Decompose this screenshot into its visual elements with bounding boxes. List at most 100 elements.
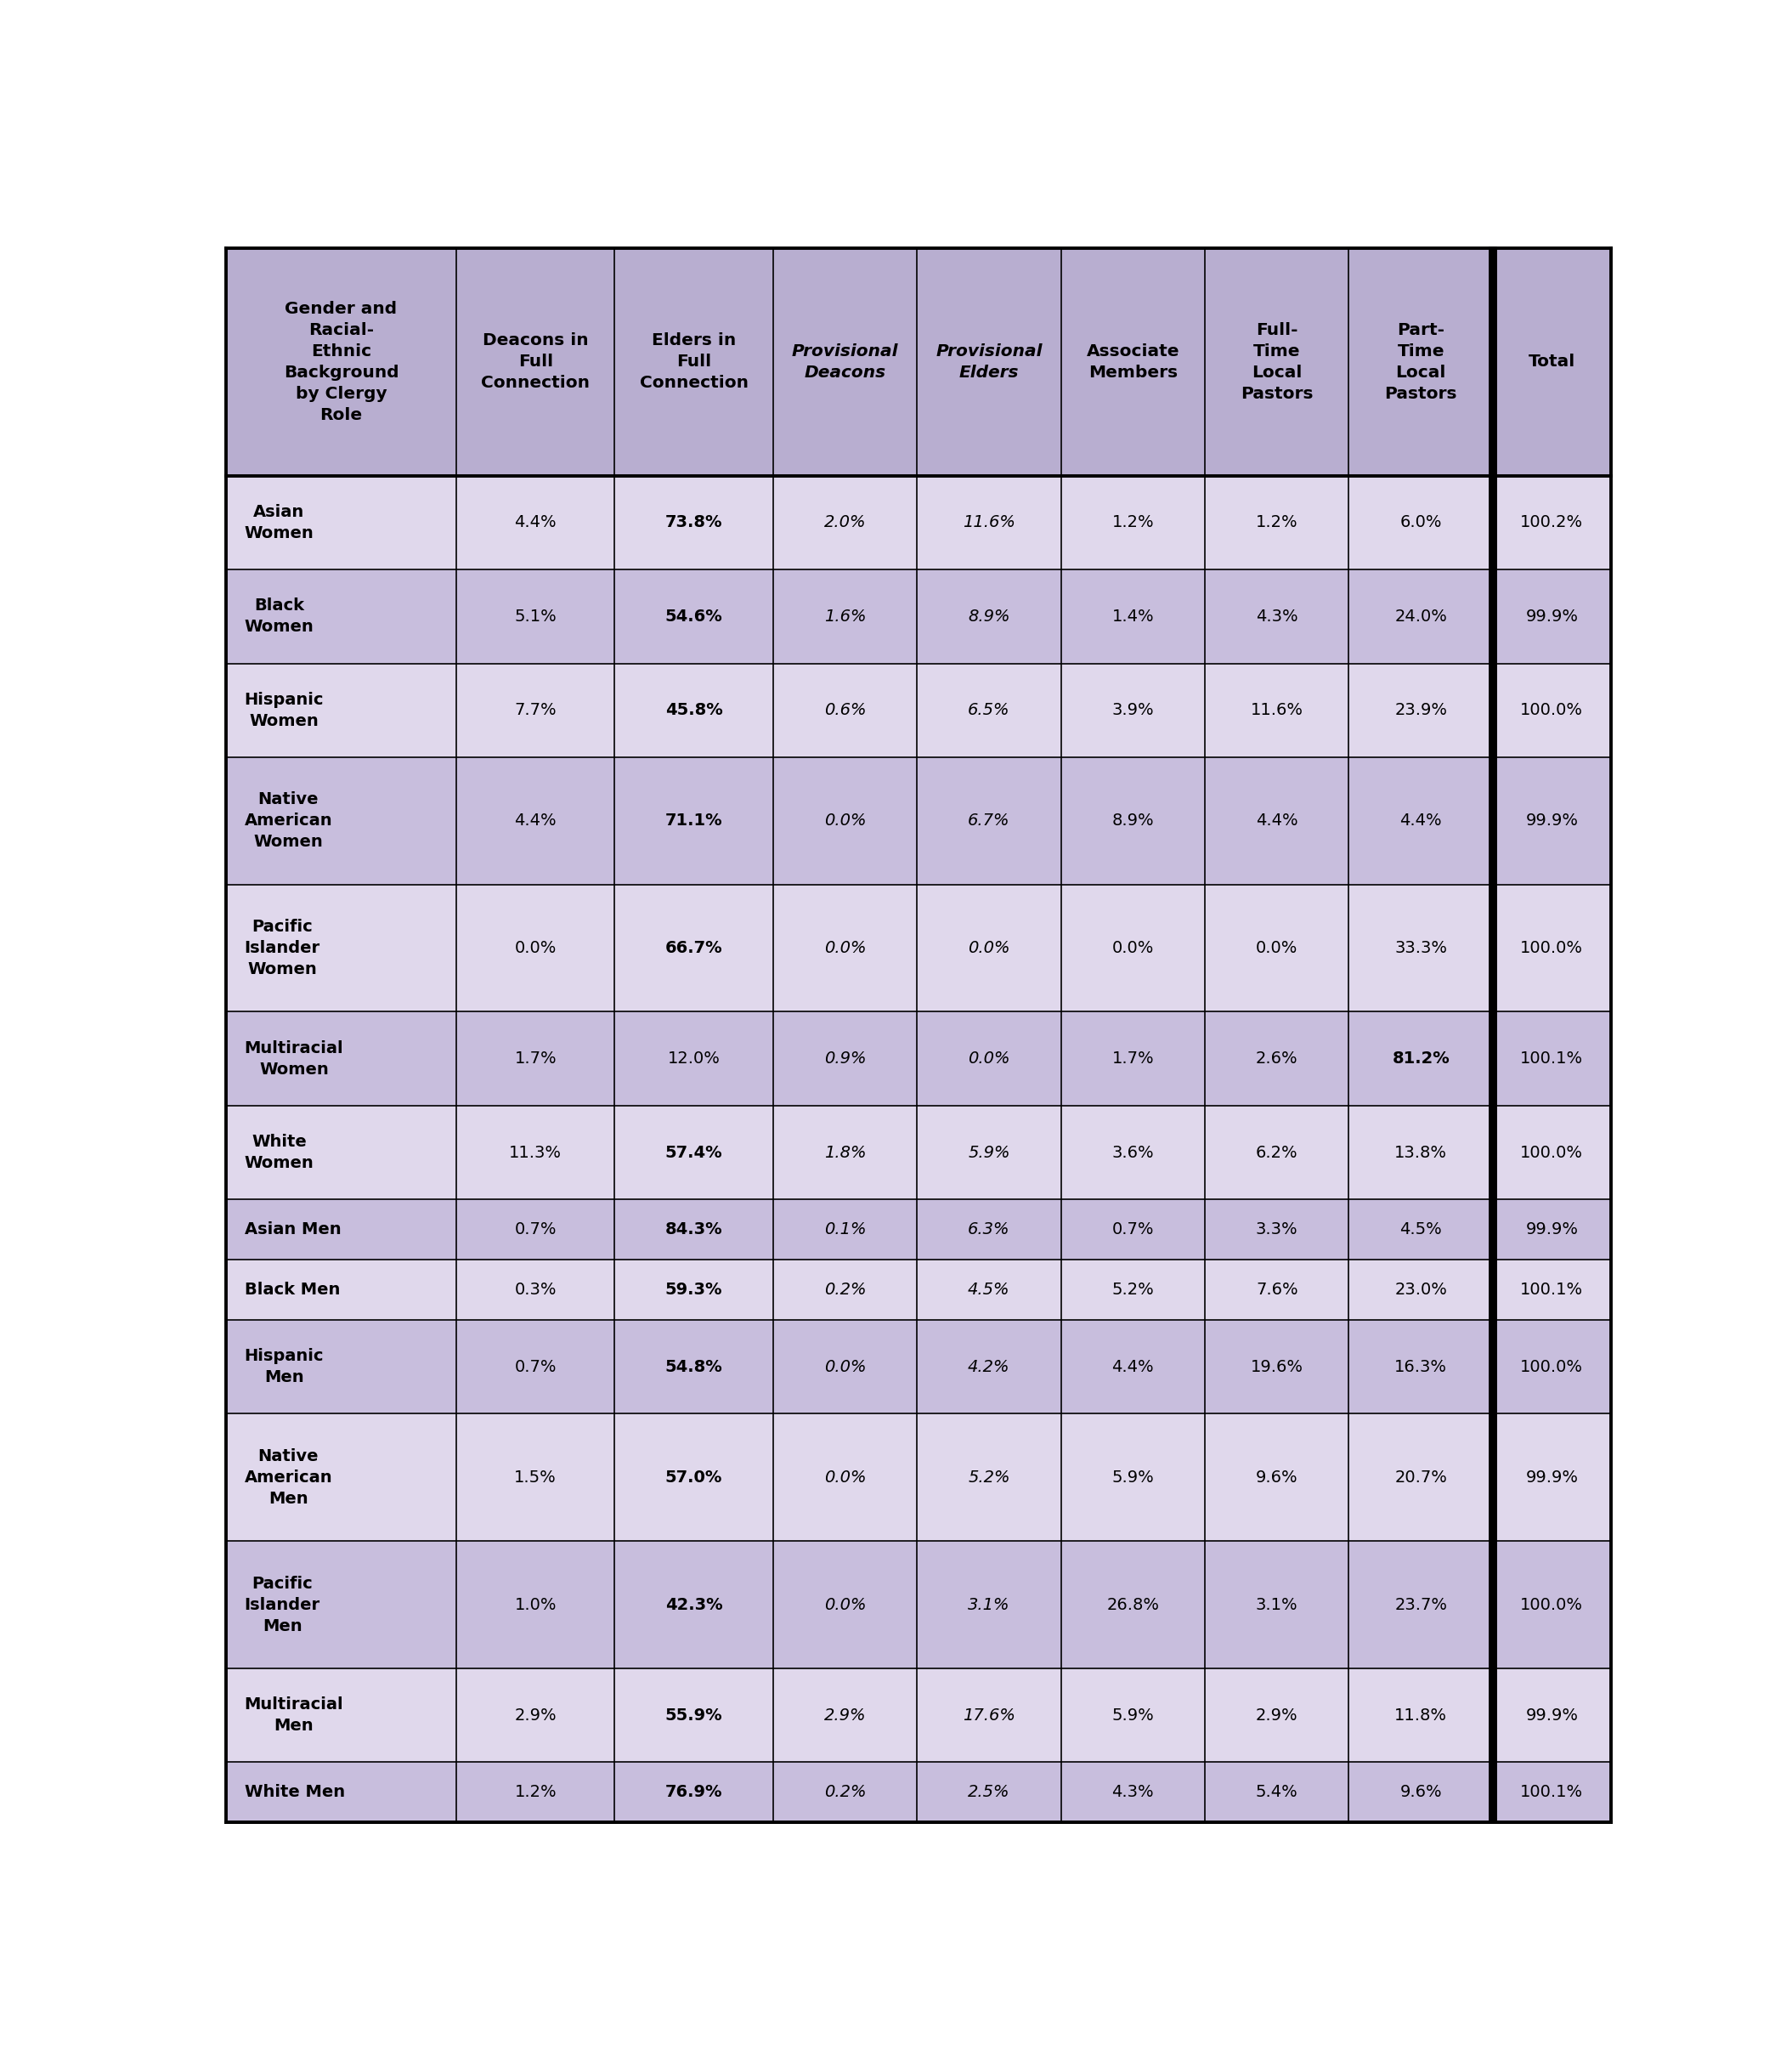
Bar [918, 570, 1061, 664]
Bar [1493, 1414, 1611, 1542]
Bar [1493, 756, 1611, 884]
Text: Elders in
Full
Connection: Elders in Full Connection [640, 332, 749, 392]
Text: Asian Men: Asian Men [244, 1222, 340, 1238]
Text: 12.0%: 12.0% [668, 1052, 720, 1066]
Bar [1349, 884, 1493, 1013]
Bar [918, 664, 1061, 756]
Text: Part-
Time
Local
Pastors: Part- Time Local Pastors [1385, 322, 1457, 402]
Text: 5.9%: 5.9% [968, 1144, 1011, 1160]
Text: Pacific
Islander
Men: Pacific Islander Men [244, 1576, 321, 1634]
Text: 0.7%: 0.7% [514, 1359, 557, 1376]
Bar [226, 1414, 457, 1542]
Bar [772, 756, 918, 884]
Text: 100.0%: 100.0% [1520, 1144, 1584, 1160]
Text: 33.3%: 33.3% [1394, 941, 1448, 955]
Bar [918, 884, 1061, 1013]
Text: 0.7%: 0.7% [1111, 1222, 1154, 1238]
Text: 59.3%: 59.3% [665, 1281, 722, 1298]
Bar [1204, 1414, 1349, 1542]
Text: Full-
Time
Local
Pastors: Full- Time Local Pastors [1240, 322, 1314, 402]
Bar [1061, 1105, 1204, 1199]
Text: 5.2%: 5.2% [968, 1470, 1011, 1486]
Text: 4.4%: 4.4% [1400, 812, 1443, 828]
Bar [1204, 1013, 1349, 1105]
Text: White
Women: White Women [244, 1134, 314, 1171]
Text: 0.2%: 0.2% [824, 1281, 866, 1298]
Bar [1204, 1669, 1349, 1763]
Bar [615, 1259, 772, 1320]
Bar [1204, 1763, 1349, 1822]
Bar [772, 570, 918, 664]
Text: Multiracial
Women: Multiracial Women [244, 1039, 344, 1078]
Bar [457, 1013, 615, 1105]
Text: 81.2%: 81.2% [1392, 1052, 1450, 1066]
Bar [615, 1105, 772, 1199]
Bar [226, 476, 457, 570]
Text: 57.4%: 57.4% [665, 1144, 722, 1160]
Bar [226, 664, 457, 756]
Bar [615, 884, 772, 1013]
Bar [772, 1199, 918, 1259]
Text: 3.3%: 3.3% [1256, 1222, 1297, 1238]
Text: Deacons in
Full
Connection: Deacons in Full Connection [480, 332, 590, 392]
Text: 1.7%: 1.7% [514, 1052, 557, 1066]
Text: 11.6%: 11.6% [1251, 703, 1303, 717]
Bar [226, 1013, 457, 1105]
Text: 13.8%: 13.8% [1394, 1144, 1448, 1160]
Text: Black
Women: Black Women [244, 599, 314, 636]
Bar [1493, 1763, 1611, 1822]
Text: 54.8%: 54.8% [665, 1359, 722, 1376]
Bar [226, 1199, 457, 1259]
Text: 99.9%: 99.9% [1525, 1708, 1579, 1724]
Bar [615, 1669, 772, 1763]
Text: 7.7%: 7.7% [514, 703, 557, 717]
Text: 4.4%: 4.4% [514, 812, 557, 828]
Bar [772, 248, 918, 476]
Text: 54.6%: 54.6% [665, 609, 722, 625]
Bar [615, 248, 772, 476]
Bar [226, 756, 457, 884]
Bar [226, 570, 457, 664]
Bar [457, 1669, 615, 1763]
Bar [615, 1414, 772, 1542]
Bar [1493, 248, 1611, 476]
Text: 11.3%: 11.3% [509, 1144, 563, 1160]
Text: 42.3%: 42.3% [665, 1597, 722, 1613]
Text: 23.7%: 23.7% [1394, 1597, 1448, 1613]
Bar [1349, 664, 1493, 756]
Text: 0.7%: 0.7% [514, 1222, 557, 1238]
Text: 7.6%: 7.6% [1256, 1281, 1297, 1298]
Bar [1061, 664, 1204, 756]
Text: 1.7%: 1.7% [1111, 1052, 1154, 1066]
Bar [226, 248, 457, 476]
Text: 0.0%: 0.0% [824, 1597, 866, 1613]
Bar [1061, 570, 1204, 664]
Text: 99.9%: 99.9% [1525, 609, 1579, 625]
Text: 100.0%: 100.0% [1520, 941, 1584, 955]
Bar [772, 1669, 918, 1763]
Bar [457, 570, 615, 664]
Bar [1204, 1199, 1349, 1259]
Text: 1.2%: 1.2% [1111, 515, 1154, 531]
Bar [1204, 1542, 1349, 1669]
Text: 1.4%: 1.4% [1111, 609, 1154, 625]
Text: 0.1%: 0.1% [824, 1222, 866, 1238]
Text: 71.1%: 71.1% [665, 812, 722, 828]
Bar [1349, 1199, 1493, 1259]
Bar [1493, 476, 1611, 570]
Text: 2.5%: 2.5% [968, 1784, 1011, 1800]
Text: 4.3%: 4.3% [1111, 1784, 1154, 1800]
Bar [457, 248, 615, 476]
Bar [918, 1763, 1061, 1822]
Bar [1493, 884, 1611, 1013]
Text: 0.0%: 0.0% [514, 941, 557, 955]
Text: 5.1%: 5.1% [514, 609, 557, 625]
Text: 8.9%: 8.9% [968, 609, 1011, 625]
Bar [1349, 570, 1493, 664]
Text: 2.9%: 2.9% [514, 1708, 557, 1724]
Text: 84.3%: 84.3% [665, 1222, 722, 1238]
Bar [1204, 1259, 1349, 1320]
Bar [1349, 248, 1493, 476]
Bar [226, 1542, 457, 1669]
Bar [772, 1013, 918, 1105]
